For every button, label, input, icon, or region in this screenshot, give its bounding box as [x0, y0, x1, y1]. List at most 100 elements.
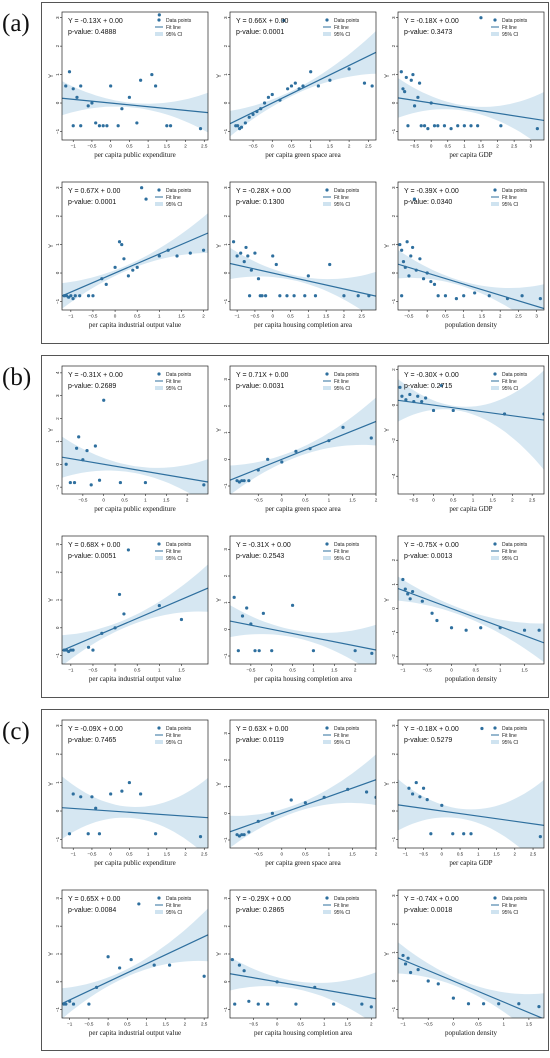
data-point [408, 970, 413, 975]
y-tick-label: 0 [223, 628, 228, 631]
axes-frame [229, 181, 377, 311]
data-point [120, 789, 124, 793]
legend-ci-marker [491, 740, 499, 744]
y-tick-label: 0 [391, 607, 396, 610]
data-point [537, 628, 541, 632]
data-point [451, 408, 455, 413]
data-point [411, 589, 415, 594]
y-tick-label: 0 [391, 979, 396, 982]
y-axis-label: Y [49, 598, 55, 602]
x-tick-label: 1 [463, 144, 466, 149]
data-point [100, 277, 104, 281]
fit-line [62, 232, 208, 297]
x-tick-label: 1 [472, 498, 475, 503]
plot-area [398, 197, 544, 310]
data-point [157, 603, 161, 608]
legend-point-marker [493, 188, 497, 192]
data-point [97, 124, 102, 128]
plot-area [398, 576, 544, 663]
data-point [418, 795, 422, 799]
data-point [71, 648, 75, 652]
data-point [237, 480, 242, 484]
data-point [407, 786, 411, 790]
data-point [239, 251, 243, 255]
regression-equation: Y = -0.30X + 0.00 [404, 372, 459, 379]
x-tick-label: 1 [158, 668, 161, 673]
fit-line [398, 97, 544, 122]
y-axis-label: Y [217, 244, 223, 248]
data-point [403, 962, 408, 966]
y-tick-label: 2 [391, 368, 396, 371]
legend-ci-marker [323, 556, 331, 560]
x-tick-label: 1 [499, 668, 502, 673]
y-tick-label: 3 [55, 16, 60, 19]
legend-label-points: Data points [502, 726, 528, 732]
x-tick-label: −1 [234, 314, 240, 319]
data-point [72, 480, 77, 485]
x-tick-label: 0 [271, 144, 274, 149]
data-point [454, 297, 458, 301]
x-tick-label: −0.5 [249, 1022, 259, 1027]
y-tick-label: 3 [391, 894, 396, 897]
legend-label-ci: 95% CI [502, 740, 518, 746]
data-point [261, 611, 265, 615]
data-point [406, 956, 410, 960]
x-axis-label: per capita green space area [265, 859, 341, 867]
data-point [429, 279, 433, 284]
y-tick-label: 2 [223, 214, 228, 217]
y-tick-label: −1 [55, 128, 60, 134]
data-point [311, 649, 316, 653]
data-point [499, 124, 503, 128]
data-point [462, 294, 466, 298]
legend-label-ci: 95% CI [166, 740, 182, 746]
x-tick-label: 0 [281, 852, 284, 857]
data-point [237, 963, 242, 967]
data-point [369, 436, 373, 440]
y-tick-label: 2 [55, 924, 60, 927]
p-value: p-value: 0.1300 [236, 199, 284, 206]
data-point [86, 645, 91, 649]
x-axis-label: per capita industrial output value [89, 675, 181, 683]
regression-equation: Y = 0.67X + 0.00 [68, 188, 121, 195]
x-tick-label: 0 [430, 144, 433, 149]
data-point [362, 81, 367, 85]
data-point [466, 1002, 471, 1006]
legend-label-fit: Fit line [502, 379, 517, 385]
data-point [424, 396, 428, 400]
legend-point-marker [493, 726, 497, 730]
legend-label-fit: Fit line [166, 549, 181, 555]
y-tick-label: 1 [223, 73, 228, 76]
data-point [69, 294, 73, 298]
data-point [266, 457, 270, 461]
y-axis-label: Y [385, 244, 391, 248]
data-point [294, 449, 298, 453]
legend-point-marker [493, 896, 497, 900]
p-value: p-value: 0.0001 [68, 199, 116, 206]
x-tick-label: 1 [309, 144, 312, 149]
data-point [168, 124, 173, 128]
data-point [342, 294, 346, 298]
data-point [266, 95, 271, 99]
x-axis-label: population density [445, 321, 497, 329]
plot-area [62, 776, 208, 848]
data-point [78, 294, 82, 298]
regression-equation: Y = -0.28X + 0.00 [236, 188, 291, 195]
data-point [262, 101, 267, 105]
panel-label-a: (a) [2, 10, 30, 37]
data-point [522, 628, 527, 632]
y-tick-label: −1 [223, 298, 228, 304]
p-value: p-value: 0.2543 [236, 553, 284, 560]
data-point [412, 197, 417, 201]
x-tick-label: 1.5 [521, 668, 528, 673]
x-tick-label: 1 [328, 498, 331, 503]
x-tick-label: 2 [343, 314, 346, 319]
legend-label-ci: 95% CI [502, 202, 518, 208]
x-axis-label: per capita public expenditure [94, 505, 175, 513]
legend-label-ci: 95% CI [166, 910, 182, 916]
p-value: p-value: 0.2715 [404, 383, 452, 390]
x-tick-label: 0 [432, 498, 435, 503]
data-point [432, 124, 437, 128]
x-tick-label: 1.5 [478, 144, 485, 149]
x-tick-label: −1 [68, 314, 74, 319]
